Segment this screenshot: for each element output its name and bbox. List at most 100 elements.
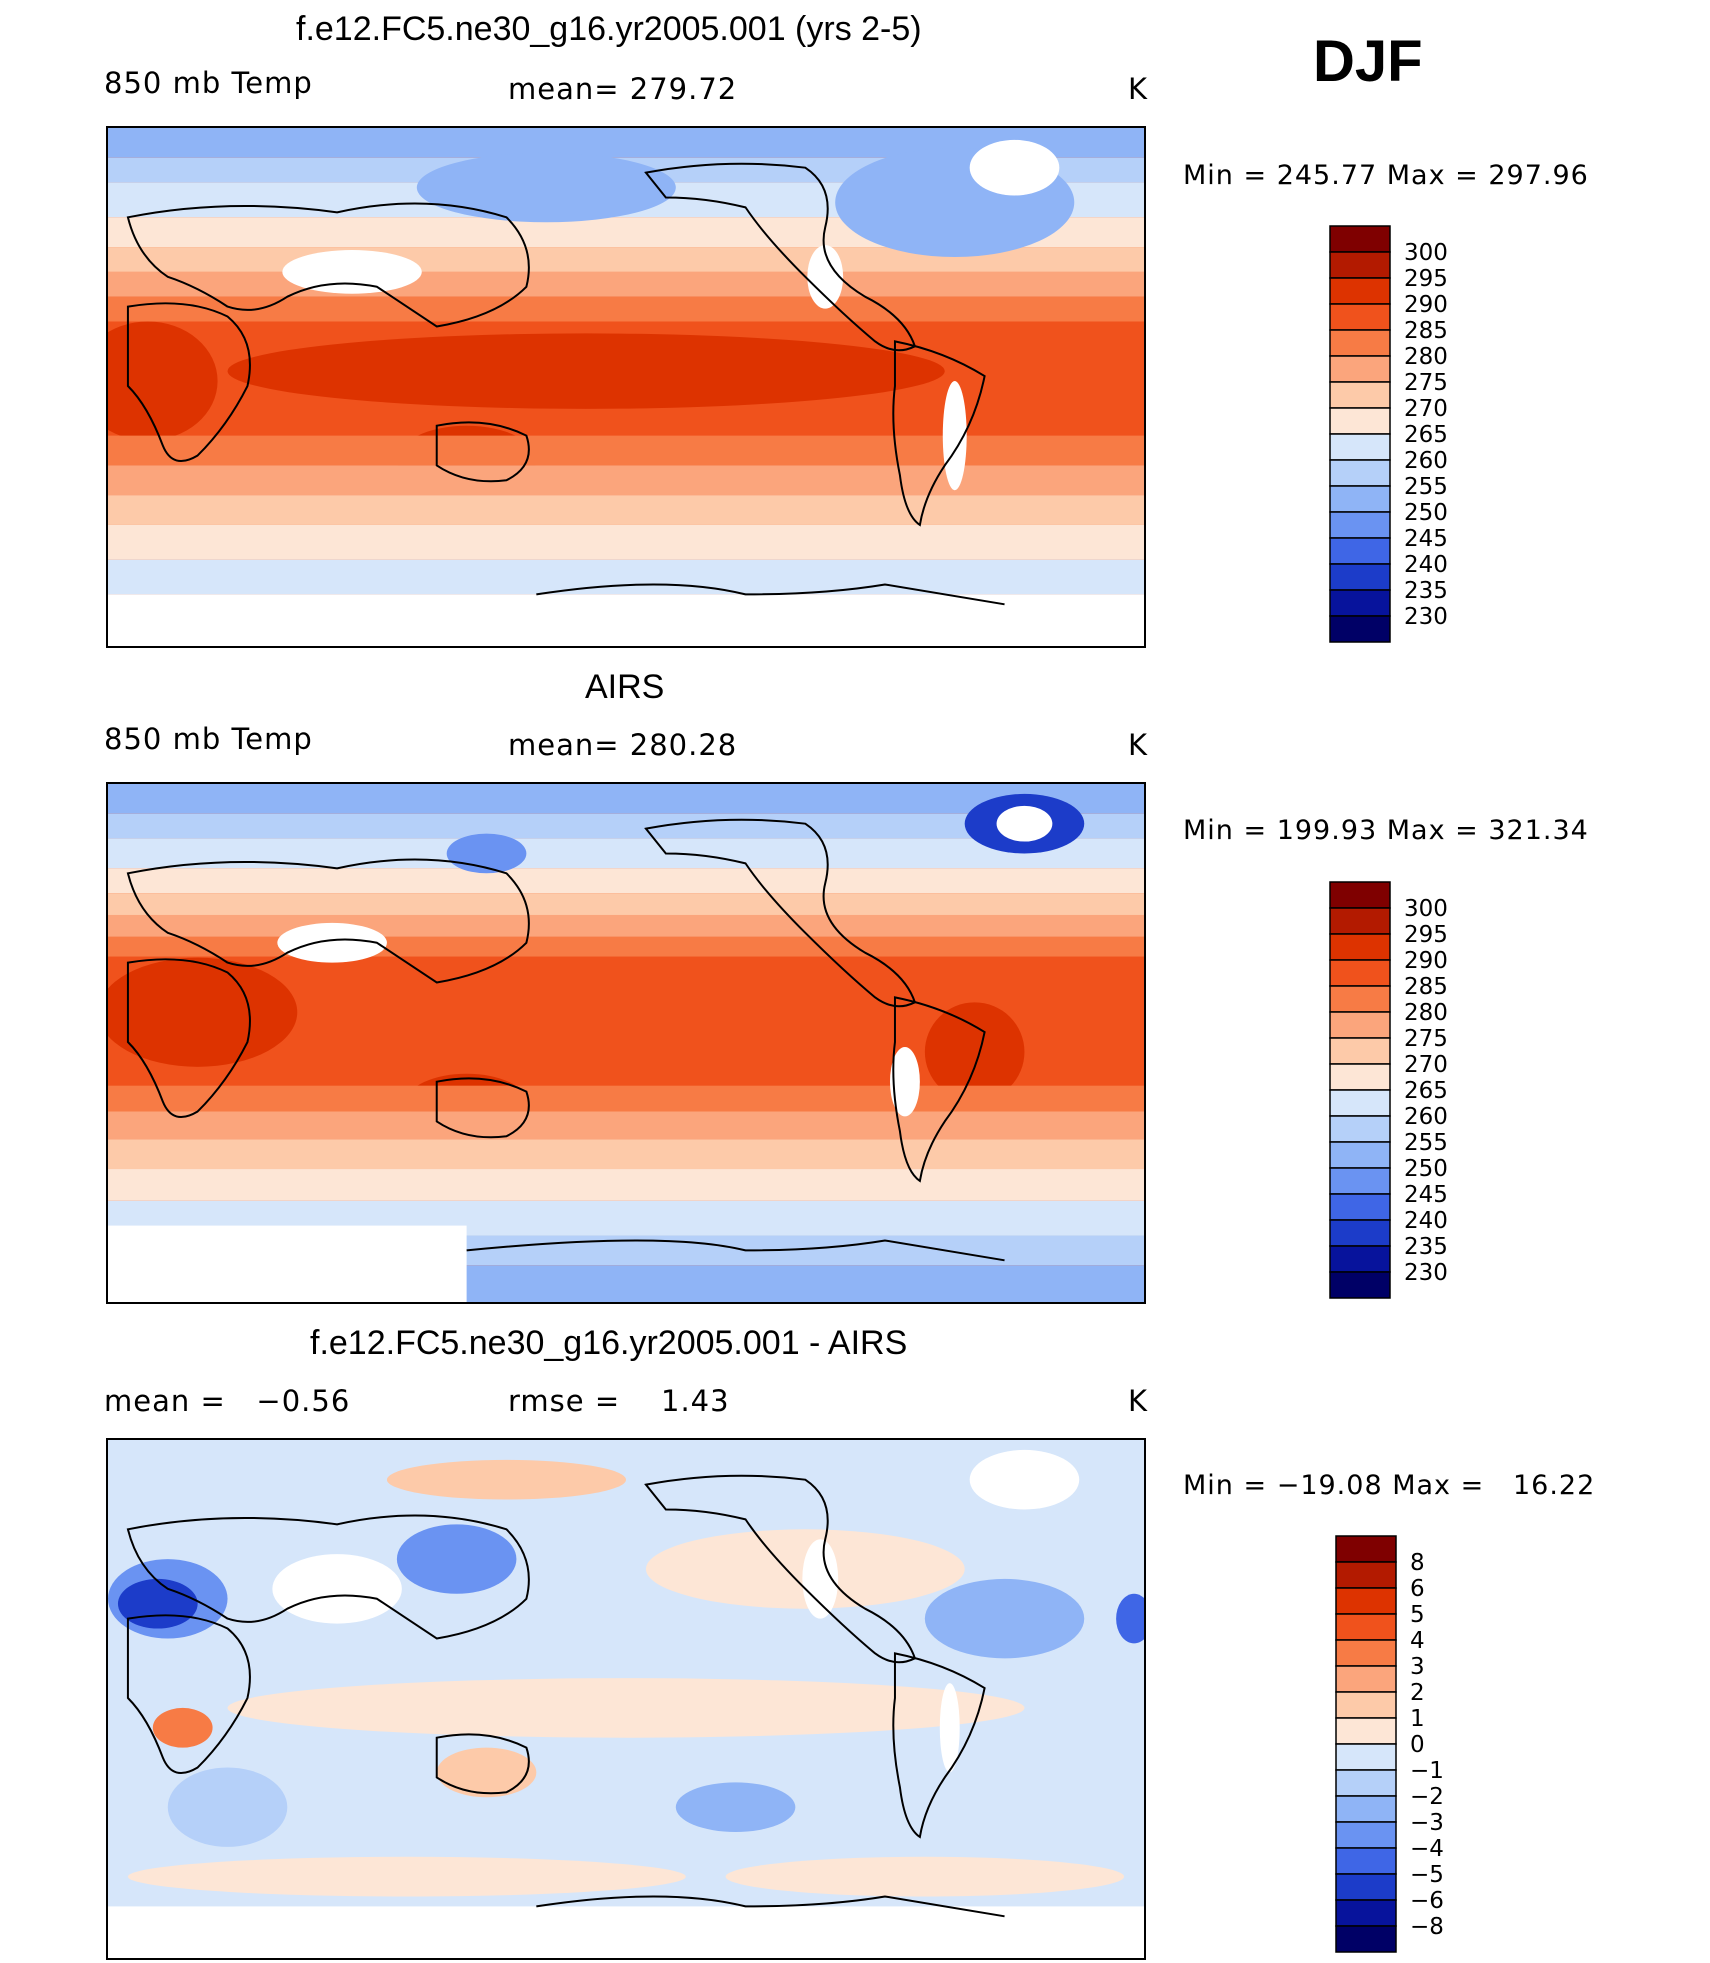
temperature-colorbar-1-tick-label: 280 [1404, 344, 1448, 370]
temperature-colorbar-2-tick-label: 285 [1404, 974, 1448, 1000]
temperature-colorbar-2-tick-label: 240 [1404, 1208, 1448, 1234]
temperature-colorbar-2-swatch [1329, 959, 1391, 987]
difference-colorbar-tick-label: −5 [1410, 1862, 1444, 1888]
panel-1-mean-label: mean= 279.72 [508, 72, 738, 106]
difference-colorbar-swatch [1335, 1639, 1397, 1667]
temperature-colorbar-1-tick-label: 255 [1404, 474, 1448, 500]
difference-colorbar-swatch [1335, 1847, 1397, 1875]
temperature-colorbar-1-tick-label: 300 [1404, 240, 1448, 266]
panel-3-title: f.e12.FC5.ne30_g16.yr2005.001 - AIRS [310, 1324, 908, 1362]
difference-colorbar-tick-label: −3 [1410, 1810, 1444, 1836]
temperature-colorbar-2-tick-label: 270 [1404, 1052, 1448, 1078]
temperature-colorbar-1-swatch [1329, 225, 1391, 253]
temperature-colorbar-1-swatch [1329, 277, 1391, 305]
temperature-colorbar-1-tick-label: 230 [1404, 604, 1448, 630]
temperature-colorbar-2-tick-label: 290 [1404, 948, 1448, 974]
temperature-colorbar-2-tick-label: 250 [1404, 1156, 1448, 1182]
difference-colorbar-swatch [1335, 1587, 1397, 1615]
temperature-colorbar-1-tick-label: 295 [1404, 266, 1448, 292]
temperature-colorbar-1-swatch [1329, 381, 1391, 409]
temperature-colorbar-1-swatch [1329, 615, 1391, 643]
temperature-colorbar-2-swatch [1329, 1011, 1391, 1039]
temperature-colorbar-2-tick-label: 295 [1404, 922, 1448, 948]
temperature-colorbar-2-swatch [1329, 1245, 1391, 1273]
temperature-colorbar-2-tick-label: 275 [1404, 1026, 1448, 1052]
temperature-colorbar-1-tick-label: 290 [1404, 292, 1448, 318]
temperature-colorbar-1-tick-label: 245 [1404, 526, 1448, 552]
panel-3-rmse-label: rmse = 1.43 [508, 1384, 730, 1418]
temperature-colorbar-1-swatch [1329, 251, 1391, 279]
difference-colorbar-tick-label: 0 [1410, 1732, 1425, 1758]
difference-colorbar-swatch [1335, 1561, 1397, 1589]
temperature-colorbar-2-swatch [1329, 1193, 1391, 1221]
difference-colorbar-swatch [1335, 1613, 1397, 1641]
temperature-colorbar-1-swatch [1329, 537, 1391, 565]
temperature-colorbar-2-tick-label: 280 [1404, 1000, 1448, 1026]
panel-3-mean-label: mean = −0.56 [104, 1384, 351, 1418]
airs-temperature-map [108, 784, 1144, 1302]
temperature-colorbar-1-tick-label: 270 [1404, 396, 1448, 422]
temperature-colorbar-2-tick-label: 300 [1404, 896, 1448, 922]
difference-colorbar-tick-label: 6 [1410, 1576, 1425, 1602]
difference-colorbar-tick-label: −1 [1410, 1758, 1444, 1784]
temperature-colorbar-1-tick-label: 265 [1404, 422, 1448, 448]
temperature-colorbar-1-tick-label: 275 [1404, 370, 1448, 396]
temperature-colorbar-1-tick-label: 285 [1404, 318, 1448, 344]
panel-1-minmax: Min = 245.77 Max = 297.96 [1183, 160, 1589, 191]
panel-1-units: K [1128, 72, 1149, 106]
temperature-colorbar-2-swatch [1329, 985, 1391, 1013]
difference-colorbar-swatch [1335, 1925, 1397, 1953]
difference-colorbar-tick-label: 8 [1410, 1550, 1425, 1576]
temperature-colorbar-2-tick-label: 245 [1404, 1182, 1448, 1208]
temperature-colorbar-2-tick-label: 235 [1404, 1234, 1448, 1260]
temperature-colorbar-2: 3002952902852802752702652602552502452402… [1329, 881, 1448, 1299]
panel-2-variable-label: 850 mb Temp [104, 722, 313, 756]
temperature-colorbar-1-swatch [1329, 303, 1391, 331]
temperature-colorbar-1: 3002952902852802752702652602552502452402… [1329, 225, 1448, 643]
temperature-colorbar-2-swatch [1329, 1271, 1391, 1299]
difference-colorbar-tick-label: 2 [1410, 1680, 1425, 1706]
panel-3-units: K [1128, 1384, 1149, 1418]
temperature-colorbar-2-swatch [1329, 933, 1391, 961]
difference-colorbar-tick-label: −6 [1410, 1888, 1444, 1914]
temperature-colorbar-1-tick-label: 250 [1404, 500, 1448, 526]
panel-1-colorbar: 300 295 290 285 280 275 270 265 260 255 250 245 240 2… [1329, 225, 1470, 649]
temperature-colorbar-1-swatch [1329, 589, 1391, 617]
panel-2-map [106, 782, 1146, 1304]
temperature-colorbar-2-swatch [1329, 1115, 1391, 1143]
temperature-colorbar-2-swatch [1329, 1167, 1391, 1195]
difference-colorbar-tick-label: 5 [1410, 1602, 1425, 1628]
temperature-colorbar-1-tick-label: 235 [1404, 578, 1448, 604]
difference-colorbar-tick-label: −8 [1410, 1914, 1444, 1940]
temperature-colorbar-1-swatch [1329, 485, 1391, 513]
difference-colorbar-swatch [1335, 1821, 1397, 1849]
temperature-colorbar-2-tick-label: 265 [1404, 1078, 1448, 1104]
panel-3-map [106, 1438, 1146, 1960]
temperature-colorbar-1-swatch [1329, 355, 1391, 383]
temperature-colorbar-2-swatch [1329, 1037, 1391, 1065]
temperature-colorbar-2-swatch [1329, 1063, 1391, 1091]
temperature-colorbar-1-swatch [1329, 407, 1391, 435]
panel-2-title: AIRS [585, 668, 665, 706]
difference-colorbar-tick-label: −2 [1410, 1784, 1444, 1810]
panel-1-variable-label: 850 mb Temp [104, 66, 313, 100]
difference-colorbar-swatch [1335, 1743, 1397, 1771]
temperature-colorbar-2-swatch [1329, 1219, 1391, 1247]
panel-1-map [106, 126, 1146, 648]
panel-2-units: K [1128, 728, 1149, 762]
difference-colorbar-tick-label: 4 [1410, 1628, 1425, 1654]
season-label: DJF [1313, 29, 1423, 94]
panel-2-mean-label: mean= 280.28 [508, 728, 738, 762]
model-temperature-map [108, 128, 1144, 646]
difference-colorbar-swatch [1335, 1769, 1397, 1797]
difference-colorbar-swatch [1335, 1535, 1397, 1563]
temperature-colorbar-2-tick-label: 260 [1404, 1104, 1448, 1130]
difference-colorbar-tick-label: −4 [1410, 1836, 1444, 1862]
temperature-colorbar-2-tick-label: 255 [1404, 1130, 1448, 1156]
temperature-colorbar-1-swatch [1329, 329, 1391, 357]
temperature-colorbar-1-swatch [1329, 511, 1391, 539]
difference-colorbar-swatch [1335, 1873, 1397, 1901]
temperature-colorbar-2-swatch [1329, 907, 1391, 935]
difference-map [108, 1440, 1144, 1958]
